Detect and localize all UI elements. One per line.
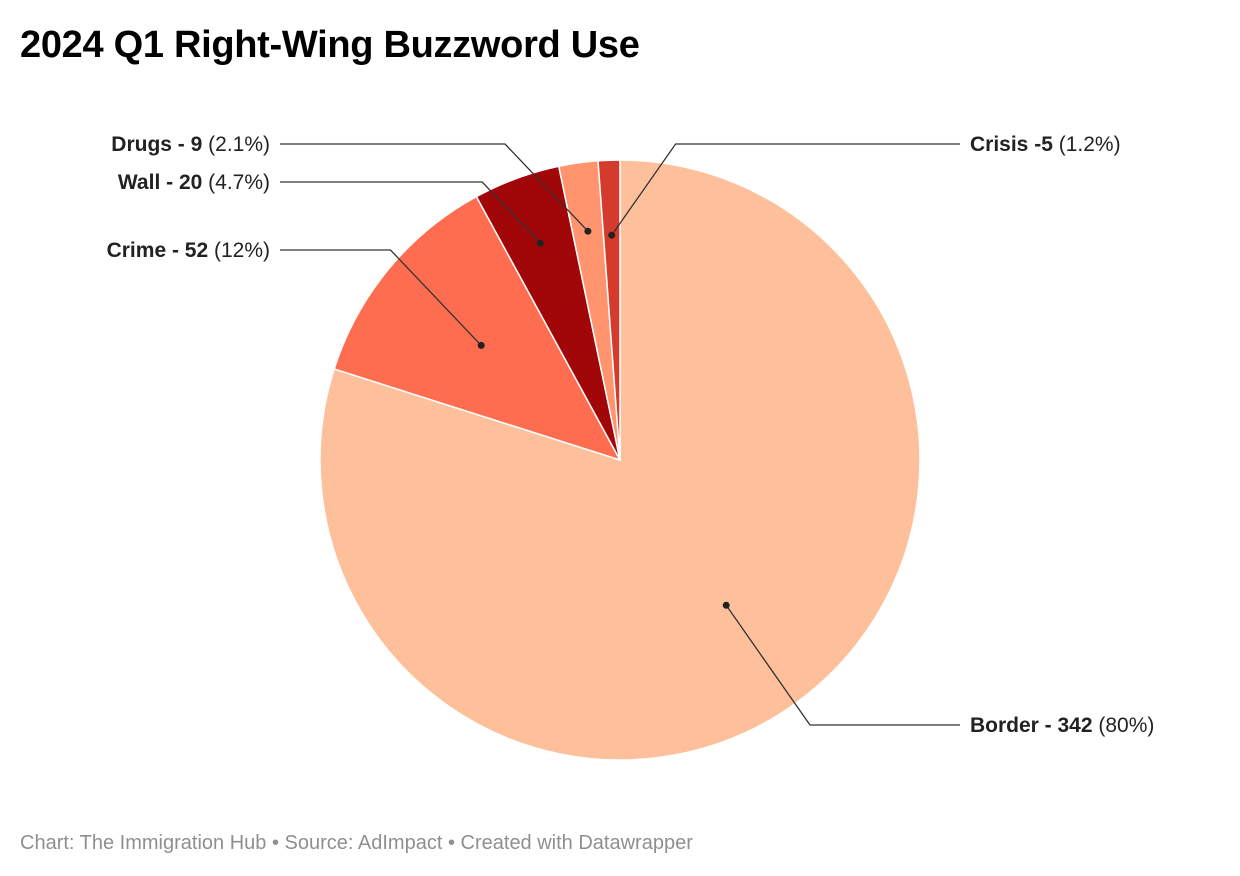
slice-label-crisis: Crisis -5 (1.2%) — [970, 133, 1121, 156]
pie-slice-crime — [333, 195, 622, 462]
slice-label-name: Crisis -5 — [970, 133, 1053, 156]
leader-dot-crisis — [608, 231, 616, 239]
slice-label-percent: (1.2%) — [1053, 133, 1121, 156]
slice-label-percent: (12%) — [208, 239, 270, 262]
leader-line-wall — [280, 181, 541, 244]
slice-label-name: Border - 342 — [970, 714, 1093, 737]
created-with-credit: Created with Datawrapper — [460, 832, 693, 854]
leader-dot-wall — [536, 239, 544, 247]
pie-slices — [319, 159, 921, 761]
leader-dot-border — [722, 601, 730, 609]
slice-label-name: Crime - 52 — [107, 239, 209, 262]
leader-line-crisis — [611, 143, 960, 236]
leader-line-border — [725, 604, 960, 726]
chart-footer: Chart: The Immigration Hub • Source: AdI… — [20, 831, 693, 855]
leader-line-drugs — [280, 143, 589, 232]
chart-title: 2024 Q1 Right-Wing Buzzword Use — [20, 24, 640, 66]
slice-label-percent: (80%) — [1093, 714, 1155, 737]
slice-labels: Border - 342 (80%) Crime - 52 (12%) Wall -… — [107, 133, 1155, 737]
leader-dot-drugs — [584, 227, 592, 235]
leader-lines — [280, 143, 960, 726]
slice-label-name: Wall - 20 — [118, 171, 202, 194]
slice-label-percent: (2.1%) — [202, 133, 270, 156]
slice-label-wall: Wall - 20 (4.7%) — [118, 171, 270, 194]
slice-label-name: Drugs - 9 — [111, 133, 202, 156]
source-credit: Source: AdImpact — [284, 832, 443, 854]
slice-label-crime: Crime - 52 (12%) — [107, 239, 270, 262]
slice-label-border: Border - 342 (80%) — [970, 714, 1154, 737]
leader-dot-crime — [477, 341, 485, 349]
slice-label-drugs: Drugs - 9 (2.1%) — [111, 133, 270, 156]
pie-chart: Border - 342 (80%) Crime - 52 (12%) Wall -… — [107, 133, 1155, 761]
footer-separator: • — [442, 832, 461, 854]
slice-label-percent: (4.7%) — [202, 171, 270, 194]
leader-line-crime — [280, 249, 482, 346]
chart-credit: Chart: The Immigration Hub — [20, 832, 267, 854]
footer-separator: • — [266, 832, 285, 854]
